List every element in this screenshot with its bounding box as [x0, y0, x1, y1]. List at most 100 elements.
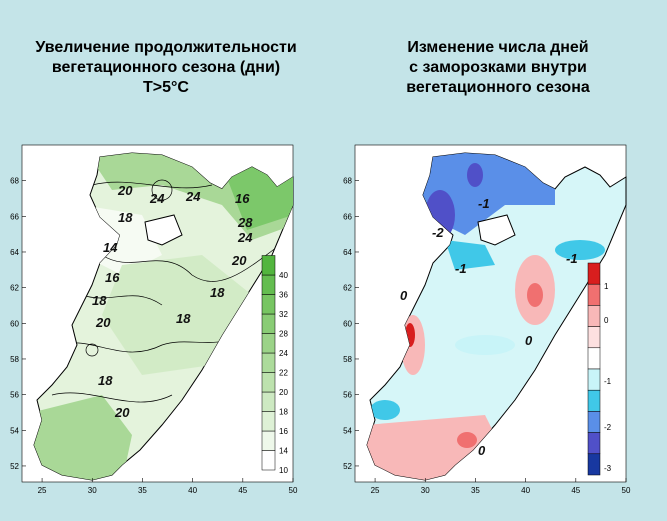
contour-label: 14	[103, 240, 118, 255]
y-tick-label: 66	[343, 212, 352, 221]
colorbar-label: 28	[279, 330, 288, 339]
colorbar-swatch	[587, 283, 601, 306]
contour-label: 0	[525, 333, 533, 348]
colorbar-label: 10	[279, 466, 288, 475]
title-line: вегетационного сезона	[406, 79, 590, 96]
right-colorbar: 1 0 -1 -2 -3	[587, 262, 612, 476]
title-line: Увеличение продолжительности	[35, 39, 296, 56]
y-tick-label: 66	[10, 212, 19, 221]
contour-label: 20	[95, 315, 111, 330]
colorbar-swatch	[587, 368, 601, 391]
contour-label: 0	[478, 443, 486, 458]
x-tick-label: 50	[622, 486, 631, 495]
colorbar-label: 24	[279, 349, 288, 358]
contour-labels: 20 24 24 18 16 28 24 14 16 20 18 20 18 1…	[92, 183, 578, 458]
x-tick-label: 30	[88, 486, 97, 495]
y-tick-label: 54	[343, 426, 352, 435]
left-colorbar: 10 14 16 18 20 22 24 28 32 36 40	[261, 255, 288, 475]
contour-label: 18	[176, 311, 191, 326]
colorbar-label: 16	[279, 427, 288, 436]
white-sea	[477, 214, 516, 246]
contour-label: -1	[478, 196, 490, 211]
colorbar-label: 32	[279, 310, 288, 319]
colorbar-swatch	[261, 294, 276, 315]
colorbar-label: 1	[604, 282, 609, 291]
colorbar-swatch	[261, 274, 276, 295]
y-tick-label: 68	[10, 177, 19, 186]
colorbar-swatch	[261, 333, 276, 354]
y-tick-label: 60	[343, 319, 352, 328]
y-tick-label: 60	[10, 319, 19, 328]
colorbar-label: 22	[279, 369, 288, 378]
y-tick-label: 62	[10, 284, 19, 293]
x-tick-label: 35	[471, 486, 480, 495]
colorbar-swatch	[587, 262, 601, 285]
contour-label: 20	[231, 253, 247, 268]
x-tick-label: 45	[238, 486, 247, 495]
white-sea	[144, 214, 183, 246]
contour-label: 16	[235, 191, 250, 206]
right-map	[354, 144, 627, 483]
y-tick-label: 58	[343, 355, 352, 364]
colorbar-label: 36	[279, 291, 288, 300]
x-tick-label: 25	[371, 486, 380, 495]
x-tick-label: 40	[521, 486, 530, 495]
colorbar-label: 14	[279, 447, 288, 456]
colorbar-swatch	[587, 411, 601, 433]
colorbar-label: -1	[604, 377, 612, 386]
x-tick-label: 40	[188, 486, 197, 495]
contour-label: 0	[400, 288, 408, 303]
y-tick-label: 52	[10, 462, 19, 471]
contour-label: -1	[566, 251, 578, 266]
colorbar-swatch	[261, 255, 276, 276]
contour-label: 18	[92, 293, 107, 308]
colorbar-swatch	[587, 389, 601, 412]
contour-label: 24	[237, 230, 253, 245]
colorbar-swatch	[587, 432, 601, 455]
contour-label: 18	[210, 285, 225, 300]
contour-label: 16	[105, 270, 120, 285]
y-tick-label: 52	[343, 462, 352, 471]
contour-label: 20	[114, 405, 130, 420]
contour-label: 24	[185, 189, 201, 204]
left-map	[21, 144, 294, 483]
title-line: вегетационного сезона (дни)	[52, 59, 280, 76]
colorbar-swatch	[261, 430, 276, 451]
x-tick-label: 30	[421, 486, 430, 495]
y-tick-label: 64	[343, 248, 352, 257]
colorbar-label: 18	[279, 408, 288, 417]
colorbar-label: 0	[604, 316, 609, 325]
title-line: T>5°C	[143, 79, 189, 96]
x-tick-label: 35	[138, 486, 147, 495]
contour-label: 18	[98, 373, 113, 388]
colorbar-swatch	[261, 450, 276, 471]
y-tick-label: 58	[10, 355, 19, 364]
colorbar-label: 40	[279, 271, 288, 280]
contour-label: -2	[432, 225, 444, 240]
title-line: Изменение числа дней	[407, 39, 588, 56]
colorbar-swatch	[261, 391, 276, 412]
colorbar-swatch	[587, 326, 601, 349]
colorbar-label: 20	[279, 388, 288, 397]
contour-label: 28	[237, 215, 253, 230]
colorbar-swatch	[587, 347, 601, 370]
colorbar-swatch	[587, 453, 601, 476]
y-tick-label: 64	[10, 248, 19, 257]
y-tick-label: 68	[343, 177, 352, 186]
contour-label: -1	[455, 261, 467, 276]
x-tick-label: 25	[38, 486, 47, 495]
shading	[367, 153, 605, 480]
y-tick-label: 62	[343, 284, 352, 293]
colorbar-swatch	[261, 313, 276, 334]
colorbar-swatch	[261, 372, 276, 393]
contour-label: 18	[118, 210, 133, 225]
colorbar-label: -2	[604, 423, 612, 432]
colorbar-swatch	[261, 352, 276, 373]
title-line: с заморозками внутри	[409, 59, 587, 76]
x-tick-label: 45	[571, 486, 580, 495]
contour-label: 24	[149, 191, 165, 206]
colorbar-swatch	[587, 305, 601, 327]
contour-label: 20	[117, 183, 133, 198]
